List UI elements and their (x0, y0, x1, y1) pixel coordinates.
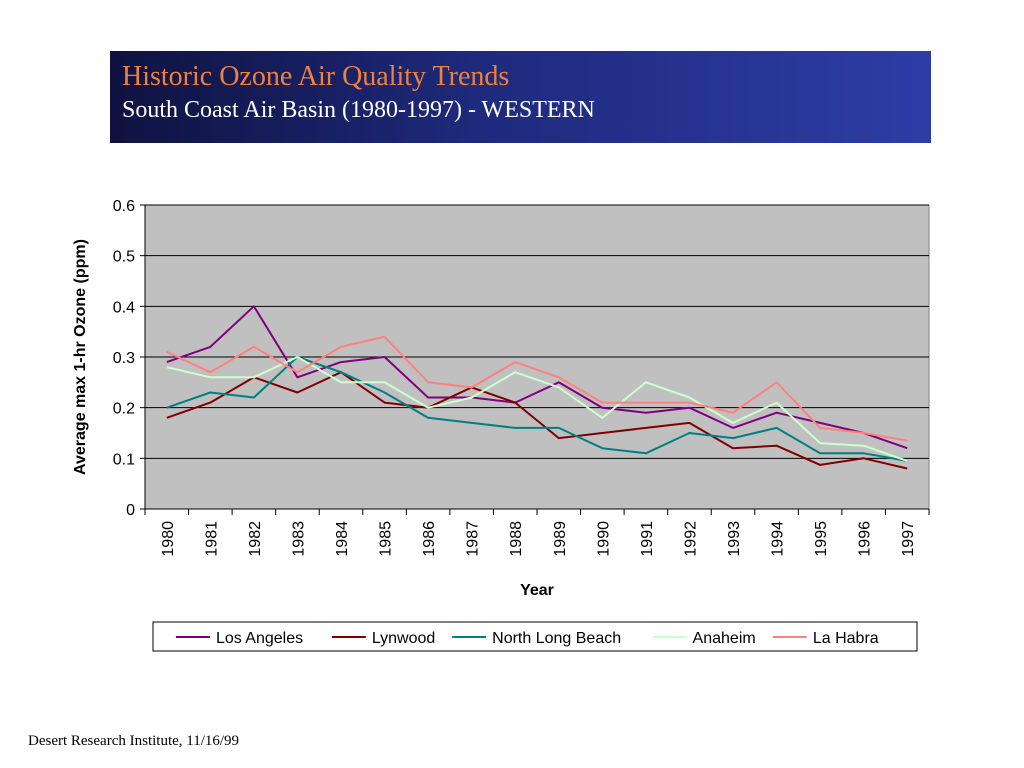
series-lines (166, 305, 908, 470)
x-tick-label: 1981 (203, 521, 220, 557)
y-tick-label: 0.2 (113, 401, 135, 418)
y-tick-label: 0.1 (113, 451, 135, 468)
x-tick-label: 1992 (682, 521, 699, 557)
legend-label-los-angeles: Los Angeles (216, 630, 303, 647)
grid-lines (145, 204, 929, 459)
series-line-lynwood (166, 371, 908, 470)
y-tick-labels: 0 0.1 0.2 0.3 0.4 0.5 0.6 (113, 198, 145, 519)
legend-label-anaheim: Anaheim (693, 630, 756, 647)
x-tick-label: 1996 (857, 521, 874, 557)
footer-credit: Desert Research Institute, 11/16/99 (28, 733, 240, 749)
title-banner: Historic Ozone Air Quality Trends South … (110, 51, 931, 143)
legend-label-north-long-beach: North Long Beach (492, 630, 621, 647)
y-tick-label: 0.6 (113, 198, 135, 215)
series-line-los-angeles (166, 305, 908, 450)
slide-title: Historic Ozone Air Quality Trends (122, 61, 510, 92)
x-tick-label: 1987 (465, 521, 482, 557)
x-tick-label: 1993 (726, 521, 743, 557)
y-tick-label: 0.5 (113, 249, 135, 266)
slide-subtitle: South Coast Air Basin (1980-1997) - WEST… (122, 97, 595, 123)
legend: Los Angeles Lynwood North Long Beach Anahei… (152, 621, 918, 652)
y-tick-label: 0.4 (113, 299, 135, 316)
x-tick-label: 1991 (639, 521, 656, 557)
x-tick-label: 1983 (290, 521, 307, 557)
x-tick-label: 1990 (595, 521, 612, 557)
x-tick-label: 1986 (421, 521, 438, 557)
y-axis-label: Average max 1-hr Ozone (ppm) (72, 239, 89, 475)
y-tick-label: 0 (126, 502, 135, 519)
x-tick-label: 1980 (160, 521, 177, 557)
series-line-north-long-beach (166, 356, 908, 462)
x-tick-label: 1982 (247, 521, 264, 557)
x-tick-label: 1995 (813, 521, 830, 557)
x-tick-labels: 1980 1981 1982 1983 1984 1985 1986 1987 1988 1989… (144, 509, 930, 557)
x-axis-label: Year (520, 582, 554, 599)
x-tick-label: 1984 (334, 521, 351, 557)
series-line-la-habra (166, 335, 908, 442)
series-line-anaheim (166, 356, 908, 462)
legend-label-la-habra: La Habra (813, 630, 879, 647)
x-tick-label: 1989 (552, 521, 569, 557)
x-tick-label: 1997 (900, 521, 917, 557)
x-tick-label: 1985 (378, 521, 395, 557)
x-tick-label: 1994 (770, 521, 787, 557)
x-tick-label: 1988 (508, 521, 525, 557)
legend-label-lynwood: Lynwood (372, 630, 435, 647)
y-tick-label: 0.3 (113, 350, 135, 367)
